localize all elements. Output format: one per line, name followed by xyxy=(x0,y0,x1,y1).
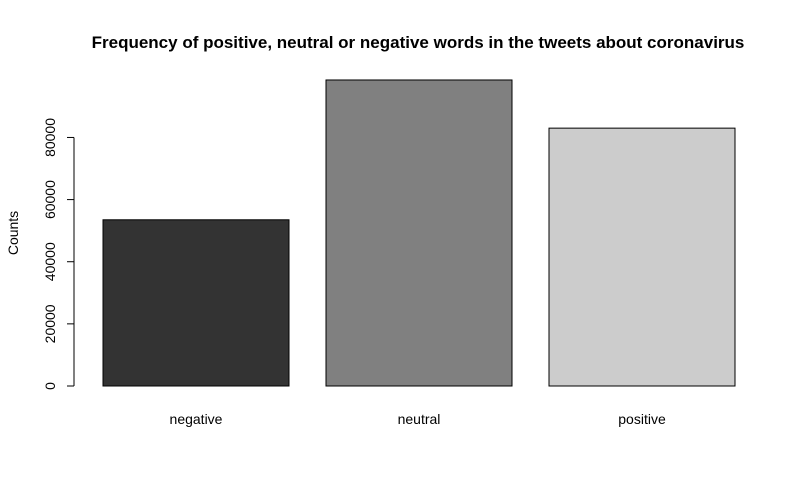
x-category-label: negative xyxy=(170,411,223,427)
bar-negative xyxy=(102,219,290,387)
y-tick-label: 0 xyxy=(42,382,58,390)
x-category-label: positive xyxy=(618,411,666,427)
y-axis: 0 20000 40000 60000 80000 xyxy=(42,118,75,390)
chart-title: Frequency of positive, neutral or negati… xyxy=(92,33,745,52)
y-tick-label: 40000 xyxy=(42,242,58,281)
y-tick-label: 20000 xyxy=(42,304,58,343)
bar-positive xyxy=(548,127,736,387)
y-tick-label: 80000 xyxy=(42,118,58,157)
x-category-label: neutral xyxy=(398,411,441,427)
bar-neutral xyxy=(325,79,513,387)
y-tick-label: 60000 xyxy=(42,180,58,219)
bars xyxy=(102,79,736,387)
y-axis-label: Counts xyxy=(5,211,21,255)
category-labels: negative neutral positive xyxy=(170,411,666,427)
